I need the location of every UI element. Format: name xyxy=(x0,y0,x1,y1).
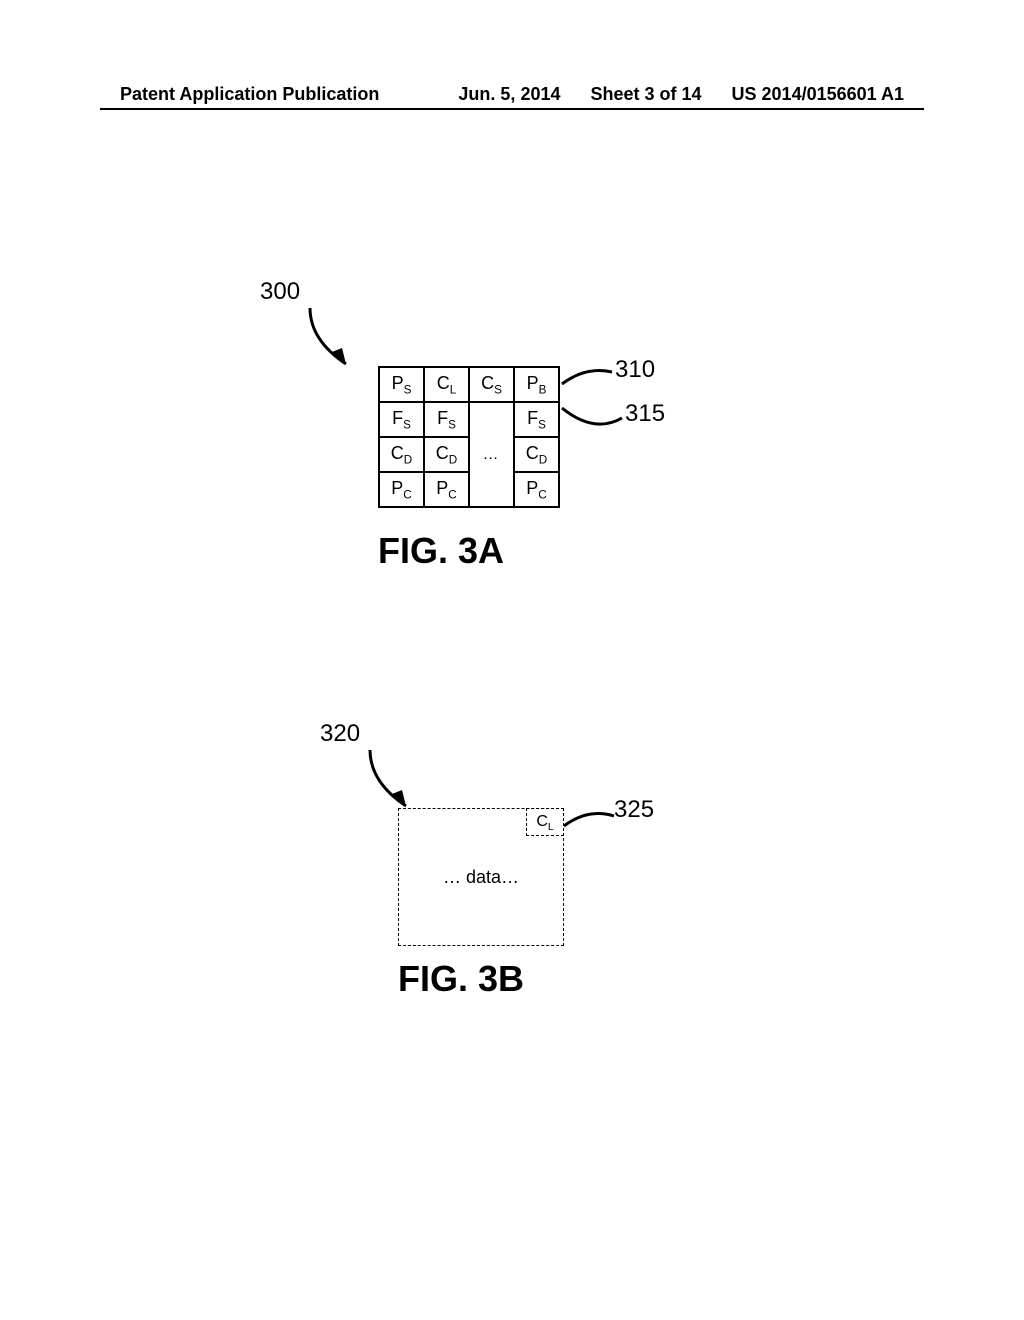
leader-310 xyxy=(560,364,620,394)
refnum-325: 325 xyxy=(614,796,654,824)
fig3a-caption: FIG. 3A xyxy=(378,530,504,572)
cell-ellipsis-mid: … xyxy=(469,437,514,472)
fig3a-table: PS CL CS PB FS FS FS CD CD … CD PC PC PC xyxy=(378,366,560,508)
cell-pc3: PC xyxy=(514,472,559,507)
cell-cs: CS xyxy=(469,367,514,402)
cell-fs1: FS xyxy=(379,402,424,437)
header-rule xyxy=(100,108,924,110)
cell-cd3: CD xyxy=(514,437,559,472)
cell-pc2: PC xyxy=(424,472,469,507)
refnum-320: 320 xyxy=(320,720,360,748)
cell-ellipsis-bot xyxy=(469,472,514,507)
cell-cd2: CD xyxy=(424,437,469,472)
refnum-315: 315 xyxy=(625,400,665,428)
cell-fs2: FS xyxy=(424,402,469,437)
page-header: Patent Application Publication Jun. 5, 2… xyxy=(0,84,1024,105)
cell-cl: CL xyxy=(424,367,469,402)
leader-325 xyxy=(562,806,622,836)
fig3a-row-4: PC PC PC xyxy=(379,472,559,507)
cell-ellipsis-top xyxy=(469,402,514,437)
cell-pc1: PC xyxy=(379,472,424,507)
leader-315 xyxy=(560,404,630,440)
fig3b-data-text: … data… xyxy=(399,867,563,888)
pub-no: US 2014/0156601 A1 xyxy=(732,84,904,105)
pub-sheet: Sheet 3 of 14 xyxy=(590,84,701,105)
cell-ps: PS xyxy=(379,367,424,402)
cell-fs3: FS xyxy=(514,402,559,437)
fig3a-row-1: PS CL CS PB xyxy=(379,367,559,402)
pub-date: Jun. 5, 2014 xyxy=(458,84,560,105)
fig3a-row-3: CD CD … CD xyxy=(379,437,559,472)
leader-arrow-300 xyxy=(302,300,372,380)
fig3a-row-2: FS FS FS xyxy=(379,402,559,437)
fig3b-box: CL … data… xyxy=(398,808,564,946)
cell-cd1: CD xyxy=(379,437,424,472)
refnum-310: 310 xyxy=(615,356,655,384)
refnum-300: 300 xyxy=(260,278,300,306)
cell-pb: PB xyxy=(514,367,559,402)
pub-left: Patent Application Publication xyxy=(120,84,379,105)
fig3b-cl-cell: CL xyxy=(526,808,564,836)
fig3b-caption: FIG. 3B xyxy=(398,958,524,1000)
